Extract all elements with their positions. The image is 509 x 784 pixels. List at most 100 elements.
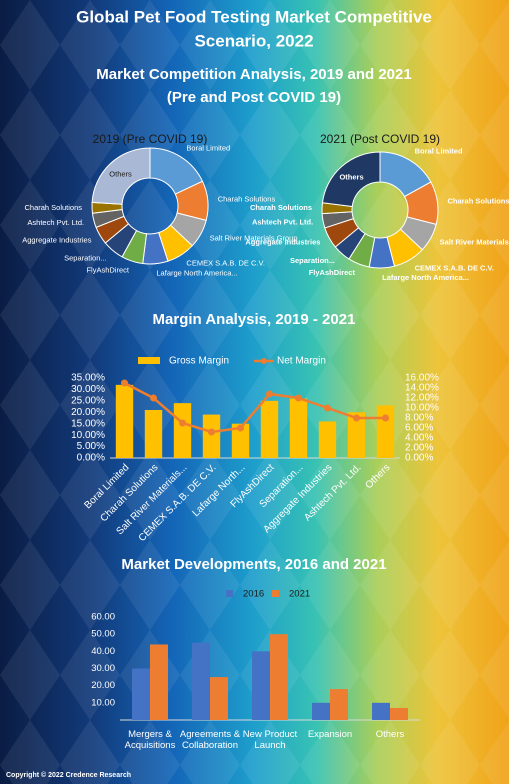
- x-tick-label: New Product Launch: [242, 729, 298, 751]
- bar: [260, 400, 279, 458]
- slice-label: Others: [109, 170, 132, 179]
- slice-label: FlyAshDirect: [309, 268, 356, 277]
- slice-label: Charah Solutions: [218, 195, 276, 204]
- slice-label: Separation...: [64, 253, 107, 262]
- y-tick-label: 50.00: [91, 629, 115, 640]
- y-tick-label: 20.00%: [71, 407, 105, 418]
- y-tick-label: 30.00: [91, 663, 115, 674]
- slice-label: Ashtech Pvt. Ltd.: [252, 218, 313, 227]
- pie-title: 2021 (Post COVID 19): [320, 132, 440, 146]
- slice-label: Boral Limited: [415, 146, 463, 155]
- legend-label: 2016: [243, 589, 264, 600]
- page-title-line2: Scenario, 2022: [194, 31, 313, 50]
- slice-label: FlyAshDirect: [86, 266, 129, 275]
- slice-label: Aggregate Industries: [245, 238, 320, 247]
- pie-title: 2019 (Pre COVID 19): [93, 132, 208, 146]
- bar: [150, 644, 168, 720]
- slice-label: Boral Limited: [186, 144, 230, 153]
- slice-label: Salt River Materials Group: [440, 238, 509, 247]
- y-tick-label: 35.00%: [71, 373, 105, 384]
- slice-label: Aggregate Industries: [22, 236, 91, 245]
- line-point: [179, 419, 186, 427]
- slice-label: Ashtech Pvt. Ltd.: [27, 218, 84, 227]
- line-point: [382, 414, 389, 422]
- bar: [115, 384, 134, 458]
- section-title: Margin Analysis, 2019 - 2021: [153, 311, 356, 328]
- y-tick-label: 0.00%: [77, 453, 105, 464]
- legend-label: Net Margin: [277, 356, 326, 367]
- x-tick-label: Expansion: [307, 729, 353, 740]
- bar: [192, 642, 210, 720]
- y2-tick-label: 4.00%: [405, 433, 433, 444]
- line-point: [121, 379, 128, 387]
- y2-tick-label: 0.00%: [405, 453, 433, 464]
- y2-tick-label: 10.00%: [405, 403, 439, 414]
- section-title: Market Developments, 2016 and 2021: [121, 556, 386, 573]
- line-point: [208, 428, 215, 436]
- bar: [318, 421, 337, 458]
- slice-label: Lafarge North America...: [382, 273, 469, 282]
- slice-label: Others: [339, 173, 363, 182]
- y2-tick-label: 6.00%: [405, 423, 433, 434]
- slice-label: Charah Solutions: [24, 203, 82, 212]
- bar: [347, 412, 366, 458]
- x-tick-label: Agreements & Collaboration: [179, 729, 241, 751]
- y-tick-label: 5.00%: [77, 441, 105, 452]
- legend-label: 2021: [289, 589, 310, 600]
- y-tick-label: 25.00%: [71, 395, 105, 406]
- y2-tick-label: 12.00%: [405, 393, 439, 404]
- slice-label: Separation...: [290, 256, 335, 265]
- line-point: [324, 404, 331, 412]
- y2-tick-label: 8.00%: [405, 413, 433, 424]
- y-tick-label: 15.00%: [71, 418, 105, 429]
- legend-swatch: [272, 590, 279, 597]
- line-point: [237, 424, 244, 432]
- x-tick-label: Others: [375, 729, 405, 740]
- slice-label: CEMEX S.A.B. DE C.V.: [415, 264, 494, 273]
- legend-label: Gross Margin: [169, 356, 229, 367]
- bar: [270, 634, 288, 720]
- y-tick-label: 30.00%: [71, 384, 105, 395]
- line-point: [353, 414, 360, 422]
- slice-label: Salt River Materials Group: [210, 234, 298, 243]
- line-point: [295, 394, 302, 402]
- donut-slice: [321, 151, 381, 208]
- bar: [144, 410, 163, 458]
- y2-tick-label: 14.00%: [405, 383, 439, 394]
- legend-swatch: [138, 357, 160, 364]
- bar: [372, 702, 390, 720]
- y2-tick-label: 16.00%: [405, 373, 439, 384]
- y-tick-label: 60.00: [91, 612, 115, 623]
- bar: [210, 677, 228, 720]
- legend-swatch: [226, 590, 233, 597]
- slice-label: Lafarge North America...: [156, 269, 237, 278]
- line-series: [123, 381, 386, 434]
- bar: [376, 405, 395, 458]
- bar: [252, 651, 270, 720]
- y-tick-label: 40.00: [91, 646, 115, 657]
- legend-marker: [261, 358, 267, 364]
- bar: [289, 398, 308, 458]
- line-point: [266, 390, 273, 398]
- bar: [312, 702, 330, 720]
- bar: [132, 668, 150, 720]
- bar: [231, 423, 250, 458]
- bar: [390, 707, 408, 720]
- x-tick-label: Mergers & Acquisitions: [124, 729, 176, 751]
- section-title: Market Competition Analysis, 2019 and 20…: [96, 66, 411, 83]
- page-title: Global Pet Food Testing Market Competiti…: [76, 7, 432, 26]
- bar: [173, 403, 192, 458]
- line-point: [150, 394, 157, 402]
- bar: [202, 414, 221, 458]
- bar: [330, 689, 348, 720]
- slice-label: Charah Solutions: [250, 203, 312, 212]
- section-subtitle: (Pre and Post COVID 19): [167, 89, 341, 106]
- donut-slice: [91, 147, 151, 205]
- slice-label: Charah Solutions: [447, 196, 509, 205]
- y2-tick-label: 2.00%: [405, 443, 433, 454]
- slice-label: CEMEX S.A.B. DE C.V.: [186, 258, 265, 267]
- y-tick-label: 10.00: [91, 697, 115, 708]
- y-tick-label: 10.00%: [71, 430, 105, 441]
